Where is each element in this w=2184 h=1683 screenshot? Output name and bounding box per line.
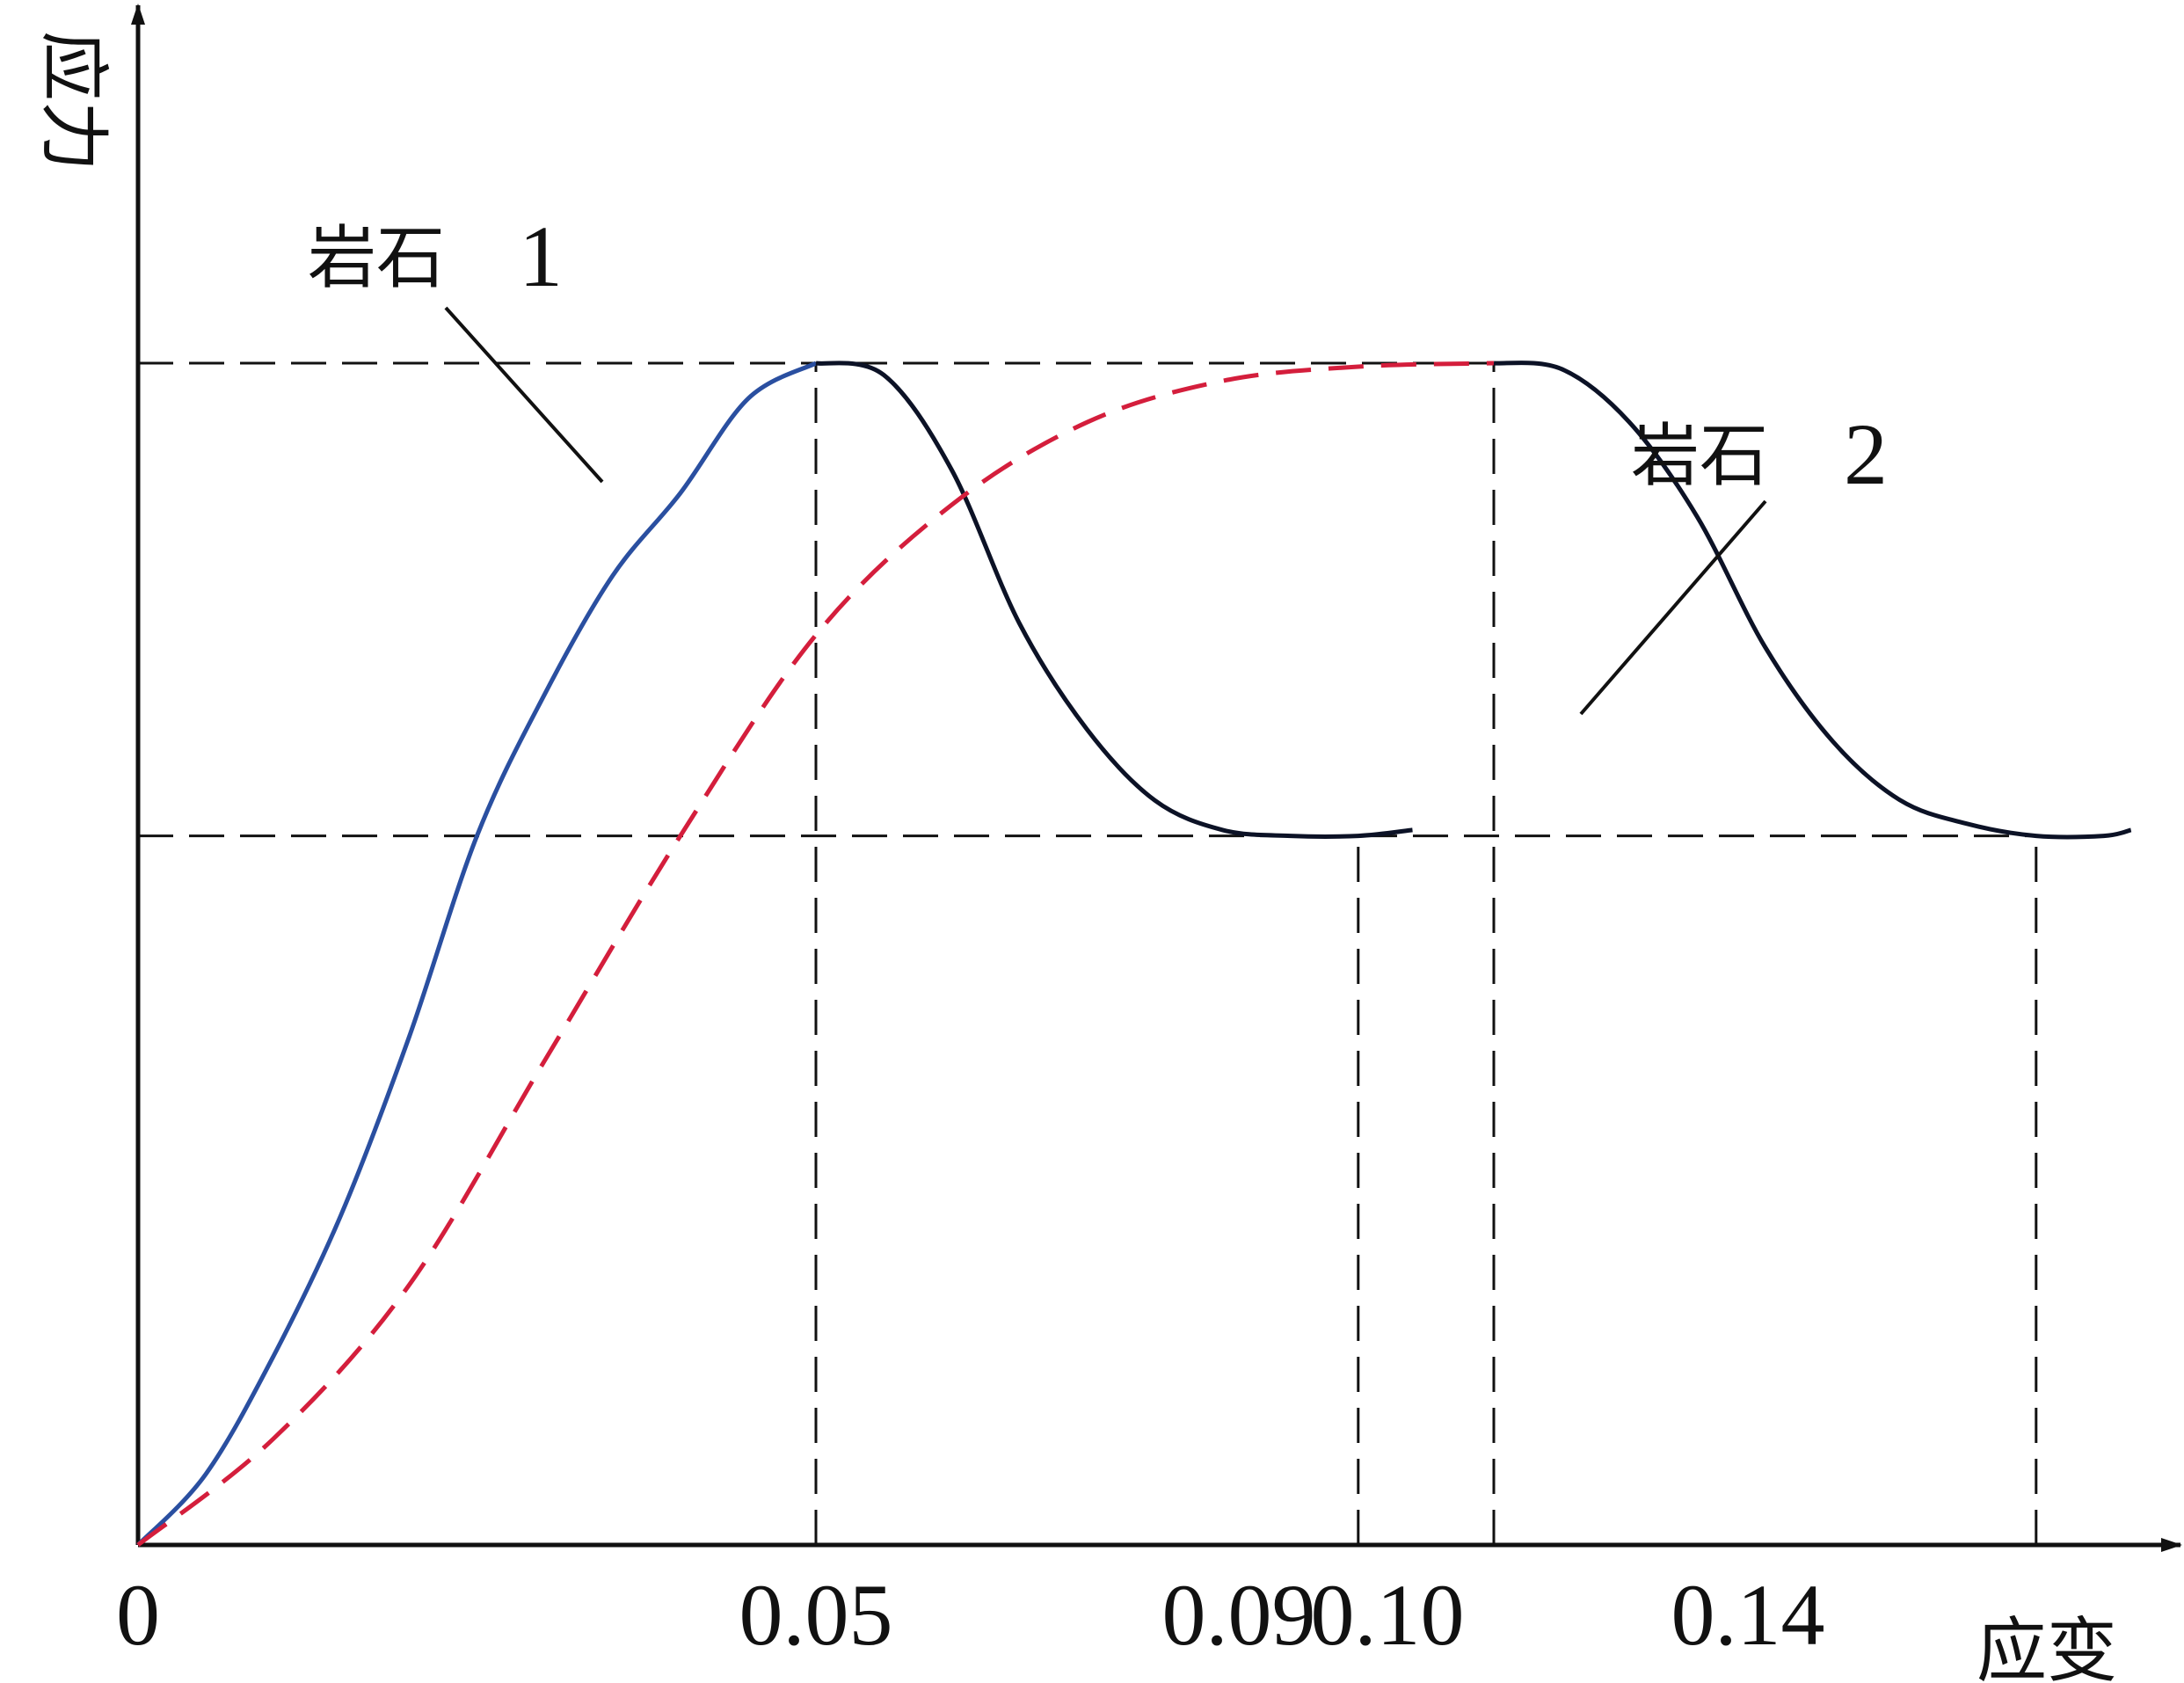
- rock1-label: 岩石: [308, 219, 445, 298]
- x-tick-label: 0.05: [739, 1566, 893, 1664]
- rock2-label: 岩石: [1631, 417, 1768, 496]
- rock1-rising-curve: [136, 361, 818, 1547]
- rock2-label-number: 2: [1844, 405, 1888, 503]
- x-tick-label: 0: [116, 1566, 160, 1664]
- rock1-label-number: 1: [519, 208, 563, 305]
- rock2-leader-line: [1579, 499, 1767, 716]
- x-axis-label: 应变: [1977, 1610, 2117, 1683]
- reference-lines: [138, 361, 2038, 1545]
- x-tick-label: 0.09: [1162, 1566, 1316, 1664]
- rock1-leader-line: [444, 306, 604, 484]
- y-axis-label: 应力: [33, 31, 114, 171]
- rock2-rising-curve: [136, 361, 1495, 1547]
- x-tick-label: 0.10: [1311, 1566, 1465, 1664]
- rock1-falling-curve: [815, 361, 1413, 839]
- x-tick-label: 0.14: [1671, 1566, 1825, 1664]
- rock2-falling-curve: [1493, 361, 2132, 840]
- series-curves: [136, 361, 2132, 1547]
